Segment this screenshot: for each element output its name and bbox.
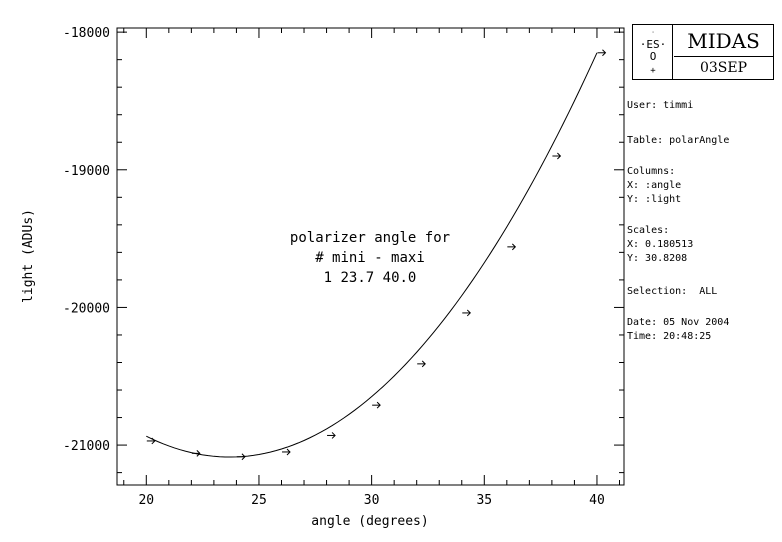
- data-point-3: [236, 453, 246, 461]
- data-point-head: [331, 432, 336, 439]
- data-points: [146, 49, 607, 461]
- svg-text:O: O: [650, 50, 657, 63]
- y-tick-label: -18000: [63, 26, 110, 41]
- data-point-head: [196, 449, 201, 457]
- y-tick-label: -20000: [63, 301, 110, 316]
- data-point-1: [146, 437, 156, 445]
- x-tick-label: 35: [476, 493, 492, 508]
- data-point-9: [507, 243, 517, 251]
- axis-ticks: [117, 28, 624, 485]
- annotation-line-1: polarizer angle for: [290, 230, 450, 246]
- data-point-head: [511, 243, 517, 251]
- info-column-x: X: :angle: [627, 180, 682, 191]
- logo-version: 03SEP: [699, 60, 748, 76]
- data-point-2: [191, 449, 201, 457]
- data-point-head: [421, 360, 426, 368]
- x-tick-label: 25: [251, 493, 267, 508]
- y-tick-label: -19000: [63, 164, 110, 179]
- data-point-head: [376, 401, 381, 409]
- data-point-10: [552, 152, 562, 160]
- svg-text:·: ·: [651, 29, 655, 36]
- info-user: User: timmi: [627, 100, 694, 111]
- data-point-5: [327, 432, 336, 439]
- y-axis-label: light (ADUs): [21, 209, 36, 303]
- info-table: Table: polarAngle: [627, 135, 730, 146]
- plot-frame: [116, 27, 625, 486]
- data-point-head: [151, 437, 156, 445]
- y-tick-label: -21000: [63, 439, 110, 454]
- x-tick-label: 20: [138, 493, 154, 508]
- midas-logo: · ·ES· O + MIDAS 03SEP: [632, 24, 774, 80]
- data-point-head: [602, 49, 607, 57]
- tick-labels: 20 25 30 35 40 -18000 -19000 -20000 -21000: [63, 26, 605, 508]
- svg-text:+: +: [650, 66, 656, 76]
- data-point-11: [597, 49, 607, 57]
- info-selection: Selection: ALL: [627, 286, 718, 297]
- plot-svg: 20 25 30 35 40 -18000 -19000 -20000 -21000 angle…: [21, 26, 625, 529]
- eso-logo-glyph: · ·ES· O +: [640, 29, 667, 76]
- info-columns-heading: Columns:: [627, 166, 676, 177]
- data-point-7: [417, 360, 426, 368]
- plot-annotation: polarizer angle for # mini - maxi 1 23.7…: [290, 230, 450, 286]
- data-point-head: [557, 152, 562, 160]
- info-date: Date: 05 Nov 2004: [627, 317, 730, 328]
- svg-text:·ES·: ·ES·: [640, 38, 667, 51]
- x-axis-label: angle (degrees): [311, 514, 428, 529]
- info-scales-heading: Scales:: [627, 225, 670, 236]
- info-time: Time: 20:48:25: [627, 331, 712, 342]
- logo-title: MIDAS: [674, 25, 773, 57]
- x-tick-label: 40: [589, 493, 605, 508]
- info-scale-y: Y: 30.8208: [627, 253, 688, 264]
- annotation-line-2: # mini - maxi: [315, 250, 425, 266]
- data-point-6: [372, 401, 381, 409]
- fit-curve: [146, 52, 598, 458]
- eso-logo-icon: · ·ES· O +: [633, 25, 673, 79]
- data-point-head: [286, 448, 291, 456]
- info-scale-x: X: 0.180513: [627, 239, 694, 250]
- data-point-head: [241, 453, 246, 461]
- x-tick-label: 30: [364, 493, 380, 508]
- data-point-4: [282, 448, 291, 456]
- data-point-head: [466, 309, 471, 317]
- info-column-y: Y: :light: [627, 194, 682, 205]
- annotation-line-3: 1 23.7 40.0: [324, 270, 417, 286]
- data-point-8: [462, 309, 471, 317]
